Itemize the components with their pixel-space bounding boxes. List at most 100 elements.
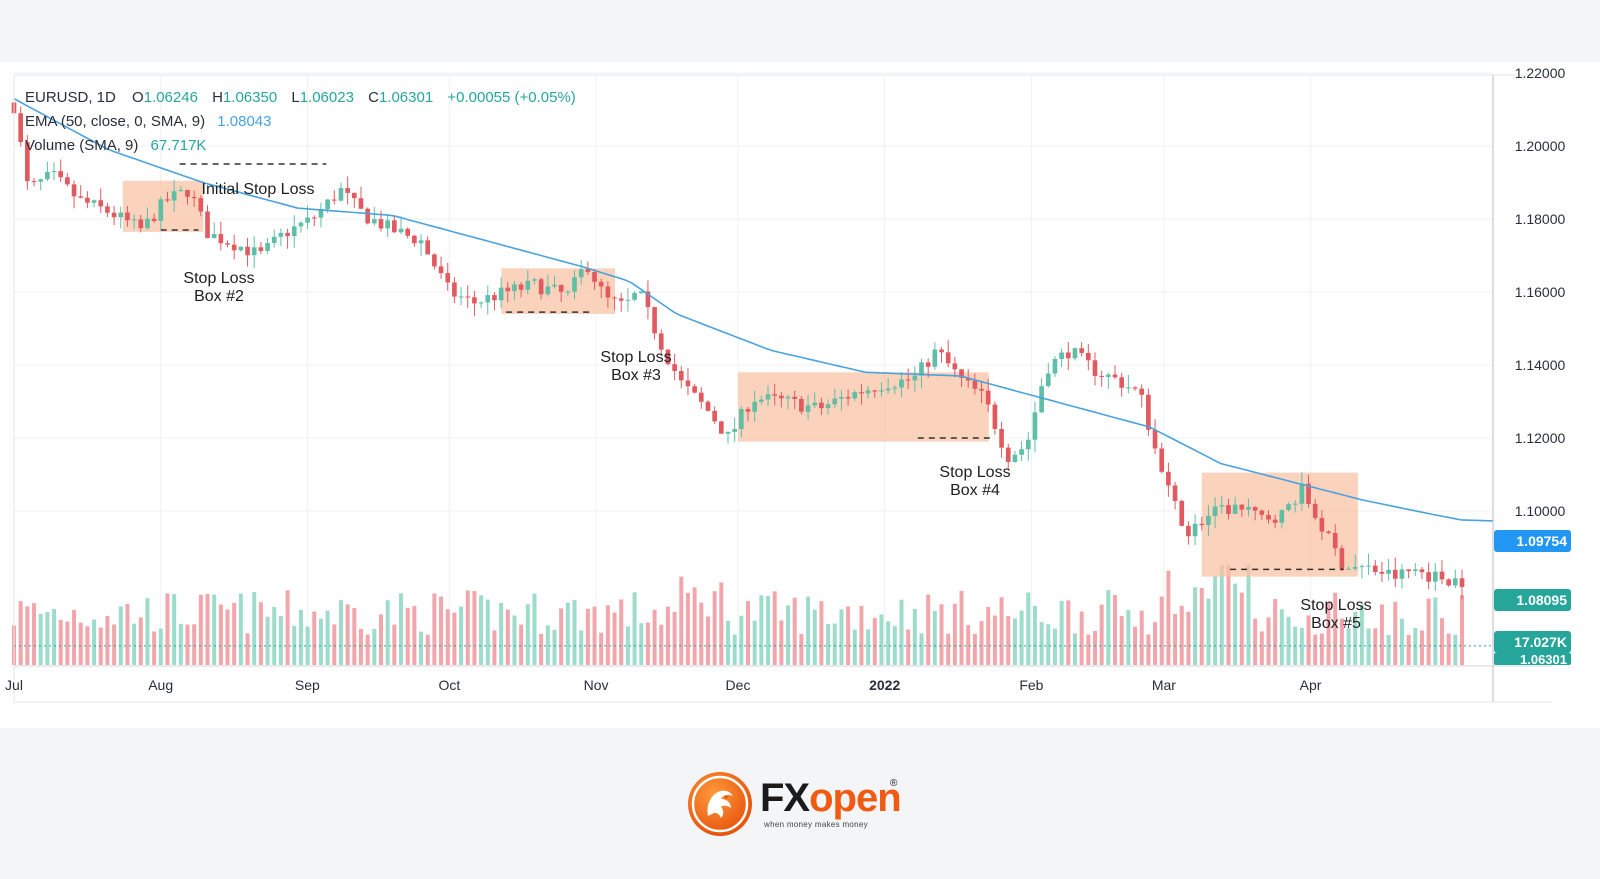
volume-bar — [565, 602, 570, 665]
volume-bar — [719, 582, 724, 665]
time-tick-label-2: Sep — [295, 677, 320, 693]
volume-bar — [1239, 592, 1244, 665]
candle-body — [578, 269, 584, 278]
volume-bar — [92, 619, 97, 665]
volume-bar — [832, 623, 837, 665]
ohlc-legend: EURUSD, 1D O1.06246 H1.06350 L1.06023 C1… — [25, 89, 576, 106]
candle-body — [625, 299, 631, 301]
volume-bar — [1366, 628, 1371, 665]
volume-bar — [72, 609, 77, 665]
volume-bar — [1426, 598, 1431, 665]
candle-body — [745, 409, 751, 412]
time-tick-label-3: Oct — [438, 677, 460, 693]
time-tick-label-8: Mar — [1152, 677, 1176, 693]
volume-bar — [218, 604, 223, 665]
close-label: C — [368, 89, 379, 106]
box5-label-line2: Box #5 — [1311, 615, 1361, 632]
candle-body — [71, 184, 77, 197]
volume-bar — [1106, 590, 1111, 665]
candle-body — [432, 254, 437, 267]
candle-body — [672, 364, 677, 372]
volume-bar — [78, 622, 83, 665]
volume-bar — [399, 593, 404, 665]
candle-body — [318, 209, 324, 218]
volume-bar — [519, 624, 524, 665]
volume-bar — [258, 602, 263, 665]
volume-bar — [338, 600, 343, 665]
candle-body — [231, 244, 237, 251]
volume-bar — [672, 612, 677, 665]
volume-bar — [1126, 610, 1131, 665]
candle-body — [852, 392, 858, 399]
candle-body — [151, 218, 157, 221]
candle-body — [1106, 374, 1111, 377]
candle-body — [819, 402, 824, 409]
candle-body — [1099, 375, 1104, 377]
volume-bar — [485, 599, 490, 665]
candle-body — [1419, 569, 1425, 573]
volume-bar — [152, 631, 157, 665]
candle-body — [298, 222, 304, 227]
volume-bar — [25, 606, 30, 665]
candle-body — [18, 113, 23, 143]
candle-body — [765, 394, 771, 400]
candle-body — [1019, 449, 1024, 455]
volume-bar — [45, 611, 50, 665]
volume-bar — [278, 615, 283, 665]
volume-bar — [552, 629, 557, 665]
candle-body — [992, 404, 998, 430]
volume-bar — [1339, 618, 1344, 665]
candle-body — [365, 208, 370, 224]
dragon-emblem-icon — [688, 772, 752, 836]
volume-bar — [1399, 618, 1404, 665]
candle-body — [345, 188, 350, 193]
candle-body — [965, 377, 971, 381]
volume-bar — [972, 633, 977, 665]
fxopen-logo[interactable]: FXopen ® when money makes money — [688, 772, 928, 838]
candle-body — [759, 399, 764, 402]
candle-body — [31, 181, 37, 183]
volume-bar — [1119, 616, 1124, 665]
volume-bar — [766, 595, 771, 665]
candle-body — [1212, 506, 1218, 516]
logo-open-text: open — [809, 776, 902, 820]
volume-bar — [1166, 570, 1171, 665]
volume-bar — [352, 607, 357, 665]
candle-body — [1399, 569, 1405, 579]
candle-body — [1386, 569, 1391, 574]
volume-bar — [599, 632, 604, 665]
volume-bar — [105, 615, 110, 665]
candle-body — [1426, 572, 1431, 582]
volume-bar — [739, 615, 744, 665]
candle-body — [305, 217, 310, 223]
volume-bar — [966, 625, 971, 665]
candle-body — [1072, 348, 1078, 359]
candle-body — [185, 189, 190, 197]
price-tick-label-3: 1.16000 — [1515, 284, 1566, 300]
candle-body — [245, 246, 250, 256]
volume-bar — [585, 608, 590, 665]
candle-body — [1112, 374, 1118, 378]
candle-body — [1232, 504, 1238, 514]
volume-bar — [612, 612, 617, 665]
volume-bar — [1286, 616, 1291, 665]
candle-body — [85, 197, 90, 203]
candle-body — [645, 291, 651, 308]
candle-body — [45, 171, 50, 180]
candle-body — [251, 247, 257, 256]
volume-legend: Volume (SMA, 9) 67.717K — [25, 137, 206, 154]
candle-body — [1226, 505, 1231, 514]
candle-body — [972, 380, 978, 389]
price-chart[interactable]: 1.22000 1.20000 1.18000 1.16000 1.14000 1.120… — [0, 62, 1600, 728]
volume-bar — [252, 592, 257, 665]
candle-body — [952, 363, 958, 370]
volume-bar — [385, 600, 390, 665]
candle-body — [331, 199, 337, 201]
volume-bar — [1233, 583, 1238, 665]
volume-bar — [1193, 587, 1198, 665]
volume-bar — [1026, 592, 1031, 665]
volume-bar — [1433, 597, 1438, 665]
candle-body — [1025, 439, 1031, 450]
volume-bar — [332, 624, 337, 665]
candle-body — [1252, 506, 1258, 511]
